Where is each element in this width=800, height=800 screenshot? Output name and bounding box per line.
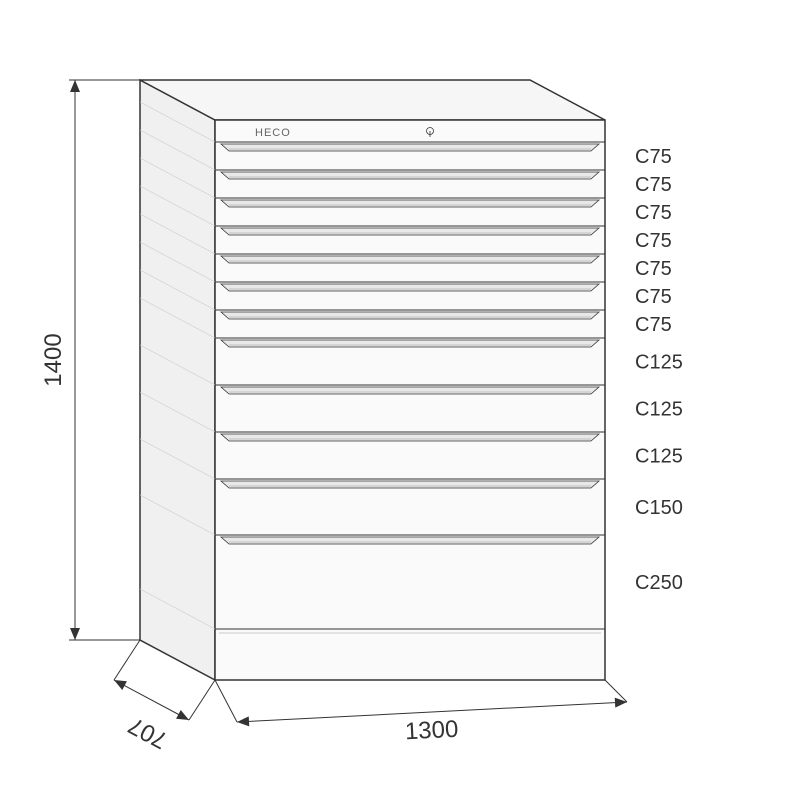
drawer-label: C125: [635, 399, 683, 421]
drawer-label: C150: [635, 497, 683, 519]
drawer-handle: [221, 256, 599, 263]
drawer-handle: [221, 537, 599, 544]
drawer-handle: [221, 172, 599, 179]
dimension-height: 1400: [40, 333, 67, 386]
cabinet-top: [140, 80, 605, 120]
brand-label: HECO: [255, 127, 291, 139]
drawer-label: C75: [635, 230, 672, 252]
drawer-label: C75: [635, 174, 672, 196]
drawer-label: C75: [635, 286, 672, 308]
drawer-label: C75: [635, 314, 672, 336]
drawer-label: C75: [635, 258, 672, 280]
drawer-label: C75: [635, 146, 672, 168]
drawer-label: C125: [635, 352, 683, 374]
drawer-label: C75: [635, 202, 672, 224]
drawer-label: C250: [635, 572, 683, 594]
drawer-label: C125: [635, 446, 683, 468]
drawer-handle: [221, 340, 599, 347]
drawer-handle: [221, 200, 599, 207]
technical-drawing: HECO C75 C75 C75 C75 C75 C75 C75 C125 C125 C125 C15…: [0, 0, 800, 800]
drawer-handle: [221, 481, 599, 488]
drawer-handle: [221, 434, 599, 441]
drawer-handle: [221, 312, 599, 319]
dimension-width: 1300: [404, 716, 459, 746]
cabinet-side: [140, 80, 215, 680]
dimension-depth: 707: [124, 711, 172, 754]
drawer-handle: [221, 144, 599, 151]
drawer-handle: [221, 284, 599, 291]
drawer-handle: [221, 228, 599, 235]
drawer-handle: [221, 387, 599, 394]
